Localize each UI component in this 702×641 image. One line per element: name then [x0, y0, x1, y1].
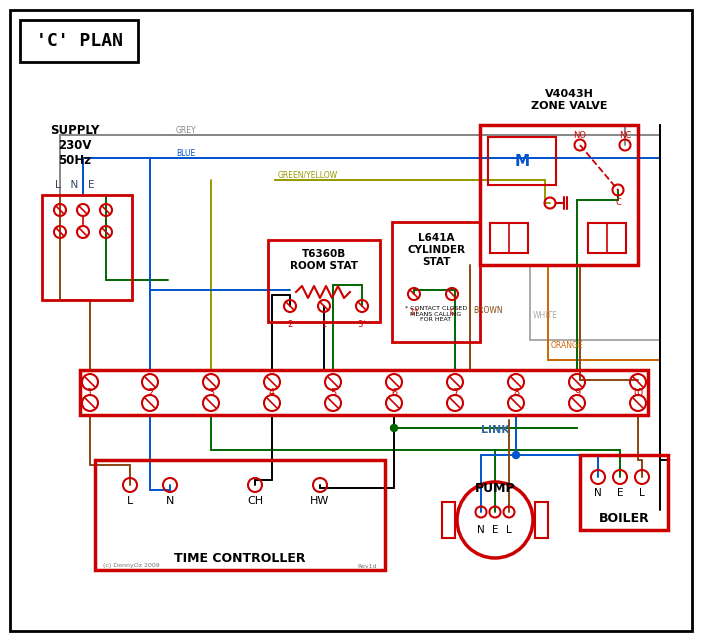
Text: 'C' PLAN: 'C' PLAN	[36, 32, 123, 50]
Text: * CONTACT CLOSED
MEANS CALLING
FOR HEAT: * CONTACT CLOSED MEANS CALLING FOR HEAT	[405, 306, 467, 322]
Text: TIME CONTROLLER: TIME CONTROLLER	[174, 551, 306, 565]
Circle shape	[512, 451, 519, 458]
Text: N: N	[594, 488, 602, 498]
Text: N: N	[477, 525, 485, 535]
Text: HW: HW	[310, 496, 330, 506]
Text: C: C	[615, 197, 621, 206]
Text: E: E	[617, 488, 623, 498]
Text: V4043H
ZONE VALVE: V4043H ZONE VALVE	[531, 89, 607, 111]
Text: L641A
CYLINDER
STAT: L641A CYLINDER STAT	[407, 233, 465, 267]
Bar	[20, 20, 138, 62]
Text: WHITE: WHITE	[533, 310, 558, 319]
Text: GREEN/YELLOW: GREEN/YELLOW	[278, 171, 338, 179]
Text: T6360B
ROOM STAT: T6360B ROOM STAT	[290, 249, 358, 271]
Text: 8: 8	[513, 388, 519, 397]
Text: C: C	[449, 308, 455, 317]
Bar	[442, 502, 455, 538]
Text: L: L	[639, 488, 645, 498]
Bar	[480, 125, 638, 265]
Text: CH: CH	[247, 496, 263, 506]
Text: SUPPLY
230V
50Hz: SUPPLY 230V 50Hz	[51, 124, 100, 167]
Text: M: M	[515, 153, 529, 169]
Bar	[392, 222, 480, 342]
Bar	[42, 195, 132, 300]
Bar	[490, 223, 528, 253]
Bar	[95, 460, 385, 570]
Text: NO: NO	[574, 131, 586, 140]
Text: 10: 10	[632, 388, 644, 397]
Text: N: N	[166, 496, 174, 506]
Bar	[580, 455, 668, 530]
Text: GREY: GREY	[176, 126, 197, 135]
Text: (c) DennyOz 2009: (c) DennyOz 2009	[103, 563, 160, 569]
Bar	[80, 370, 648, 415]
Text: 1: 1	[322, 319, 326, 328]
Text: L: L	[127, 496, 133, 506]
Text: 2: 2	[147, 388, 153, 397]
Text: 3*: 3*	[357, 319, 367, 328]
Text: L   N   E: L N E	[55, 180, 95, 190]
Text: E: E	[491, 525, 498, 535]
Text: 3: 3	[208, 388, 214, 397]
Text: NC: NC	[619, 131, 631, 140]
Bar	[488, 137, 556, 185]
Text: 7: 7	[452, 388, 458, 397]
Text: 4: 4	[269, 388, 275, 397]
Text: 5: 5	[330, 388, 336, 397]
Text: BOILER: BOILER	[599, 512, 649, 524]
Text: L: L	[506, 525, 512, 535]
Circle shape	[390, 424, 397, 431]
Text: 6: 6	[391, 388, 397, 397]
Text: LINK: LINK	[481, 425, 510, 435]
Text: 1: 1	[87, 388, 93, 397]
Text: 2: 2	[287, 319, 293, 328]
Bar	[588, 223, 626, 253]
Text: Rev1d: Rev1d	[357, 563, 377, 569]
Text: 1*: 1*	[409, 308, 419, 317]
Text: PUMP: PUMP	[475, 481, 515, 494]
Bar	[535, 502, 548, 538]
Bar	[268, 240, 380, 322]
Text: 9: 9	[574, 388, 580, 397]
Text: ORANGE: ORANGE	[551, 340, 583, 349]
Text: BLUE: BLUE	[176, 149, 195, 158]
Text: BROWN: BROWN	[473, 306, 503, 315]
